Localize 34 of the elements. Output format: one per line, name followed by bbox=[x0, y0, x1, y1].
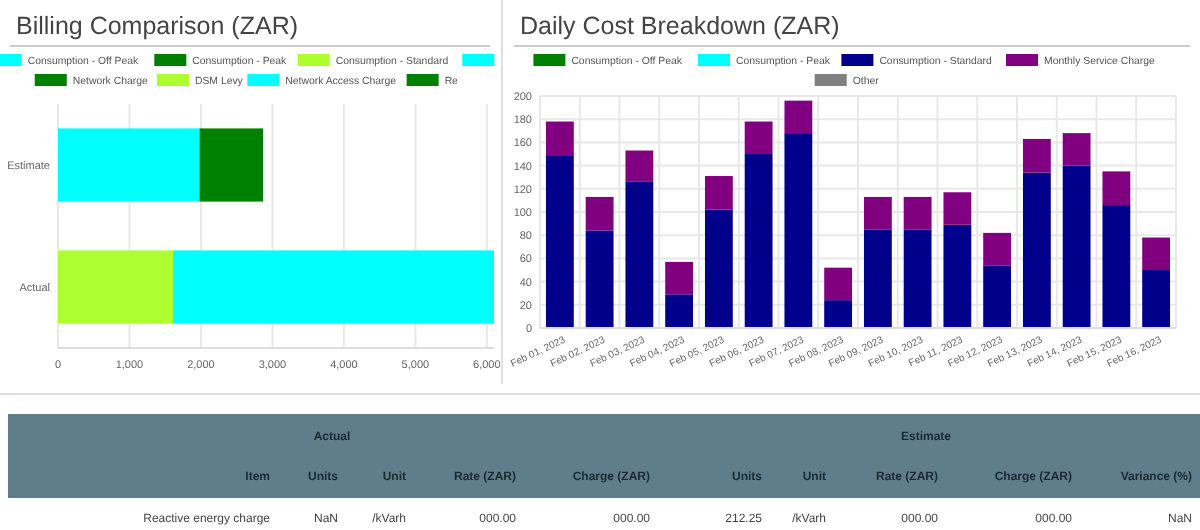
bar bbox=[744, 154, 773, 328]
bar bbox=[625, 150, 654, 182]
bar bbox=[1142, 237, 1171, 270]
bar bbox=[863, 229, 892, 328]
bar bbox=[1142, 270, 1171, 328]
bar bbox=[1062, 133, 1091, 166]
bar bbox=[983, 265, 1012, 328]
chart-title: Daily Cost Breakdown (ZAR) bbox=[520, 12, 840, 40]
bar bbox=[824, 267, 853, 301]
chart-title: Billing Comparison (ZAR) bbox=[16, 12, 299, 40]
bar bbox=[545, 155, 574, 328]
bar bbox=[784, 100, 813, 134]
bar bbox=[943, 224, 972, 328]
bar bbox=[903, 229, 932, 328]
bar bbox=[1102, 171, 1131, 206]
bar bbox=[585, 196, 614, 231]
bar bbox=[625, 181, 654, 328]
bar bbox=[665, 261, 694, 295]
bar bbox=[903, 196, 932, 230]
bar bbox=[943, 192, 972, 225]
bar bbox=[983, 232, 1012, 266]
bar bbox=[784, 133, 813, 328]
bar bbox=[585, 230, 614, 328]
bar bbox=[665, 294, 694, 328]
bar bbox=[1062, 165, 1091, 328]
bar bbox=[1022, 172, 1051, 328]
bar bbox=[704, 176, 733, 210]
bar bbox=[1022, 138, 1051, 173]
bar bbox=[863, 196, 892, 230]
bar bbox=[704, 209, 733, 328]
bar bbox=[824, 300, 853, 328]
bar bbox=[744, 121, 773, 154]
bar bbox=[1102, 205, 1131, 328]
bar bbox=[545, 121, 574, 156]
